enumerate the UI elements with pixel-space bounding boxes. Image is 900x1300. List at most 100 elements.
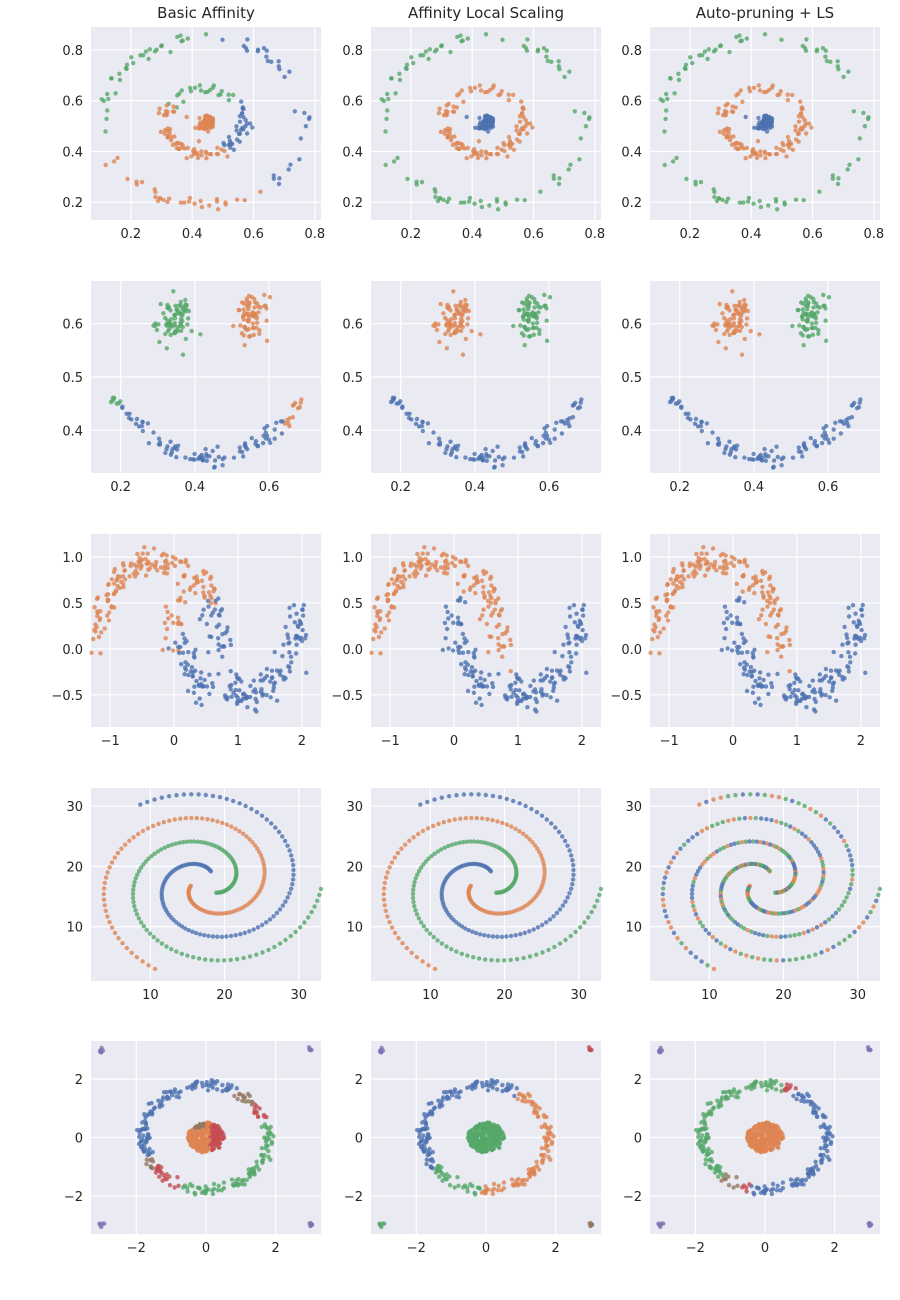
data-point	[202, 933, 207, 938]
data-point	[234, 1086, 239, 1091]
data-point	[814, 301, 819, 306]
data-point	[186, 928, 191, 933]
data-point	[271, 914, 276, 919]
data-point	[494, 1087, 500, 1092]
data-point	[722, 331, 727, 337]
data-point	[158, 129, 164, 134]
panel-r2-c1: 0.2 0.4 0.60.40.50.6	[62, 281, 321, 495]
data-point	[499, 89, 504, 94]
data-point	[860, 602, 865, 608]
data-point	[193, 647, 198, 652]
data-point	[251, 332, 256, 337]
data-point	[760, 584, 765, 590]
data-point	[496, 596, 501, 601]
scatter-points	[97, 1045, 315, 1230]
data-point	[539, 813, 545, 818]
data-point	[131, 887, 136, 892]
data-point	[420, 419, 425, 425]
data-point	[182, 665, 188, 670]
data-point	[122, 568, 128, 573]
data-point	[480, 126, 486, 131]
data-point	[699, 959, 704, 964]
data-point	[129, 950, 134, 955]
data-point	[721, 131, 726, 136]
data-point	[695, 831, 700, 837]
data-point	[307, 115, 312, 120]
data-point	[522, 198, 527, 203]
data-point	[754, 839, 759, 844]
data-point	[542, 1114, 547, 1119]
data-point	[561, 677, 566, 682]
data-point	[200, 613, 205, 618]
data-point	[531, 1171, 537, 1176]
data-point	[445, 126, 451, 131]
data-point	[157, 339, 162, 345]
panel-r1-c2: 0.2 0.4 0.6 0.80.20.40.60.8	[342, 27, 605, 242]
data-point	[257, 849, 262, 855]
data-point	[157, 1104, 162, 1110]
data-point	[699, 428, 704, 434]
data-point	[478, 88, 484, 93]
data-point	[538, 853, 544, 858]
data-point	[165, 565, 170, 571]
data-point	[723, 626, 729, 632]
data-point	[766, 203, 771, 208]
data-point	[521, 317, 526, 322]
data-point	[374, 625, 379, 630]
data-point	[401, 584, 406, 590]
data-point	[386, 618, 392, 623]
data-point	[477, 83, 482, 88]
data-point	[477, 617, 483, 622]
data-point	[462, 640, 467, 646]
data-point	[728, 134, 733, 140]
data-point	[846, 69, 851, 74]
data-point	[828, 668, 834, 673]
data-point	[741, 146, 746, 151]
data-point	[111, 159, 117, 164]
data-point	[849, 882, 854, 887]
data-point	[697, 802, 702, 807]
data-point	[466, 928, 471, 933]
data-point	[444, 626, 450, 632]
data-point	[290, 403, 296, 408]
data-point	[377, 616, 383, 621]
data-point	[220, 632, 225, 637]
data-point	[187, 85, 193, 91]
y-tick-label: 0.0	[342, 643, 363, 658]
data-point	[426, 56, 431, 62]
data-point	[787, 933, 793, 939]
data-point	[255, 301, 260, 306]
data-point	[674, 850, 680, 856]
data-point	[107, 610, 112, 615]
data-point	[140, 828, 146, 834]
data-point	[756, 115, 761, 121]
data-point	[517, 698, 522, 704]
data-point	[530, 321, 536, 326]
data-point	[500, 456, 505, 462]
data-point	[412, 879, 417, 885]
data-point	[566, 635, 571, 641]
data-point	[736, 840, 741, 845]
data-point	[269, 1141, 274, 1147]
data-point	[660, 98, 666, 104]
data-point	[266, 1126, 272, 1132]
data-point	[675, 401, 680, 406]
data-point	[491, 1079, 496, 1084]
data-point	[679, 561, 685, 566]
data-point	[304, 670, 309, 675]
data-point	[470, 669, 476, 675]
data-point	[164, 1177, 169, 1182]
data-point	[195, 1138, 200, 1143]
data-point	[472, 457, 477, 462]
data-point	[836, 907, 842, 912]
data-point	[138, 1139, 144, 1144]
data-point	[522, 442, 527, 448]
data-point	[418, 1139, 424, 1144]
data-point	[431, 823, 436, 829]
data-point	[751, 457, 756, 462]
data-point	[740, 792, 746, 797]
data-point	[168, 332, 173, 338]
data-point	[241, 301, 247, 306]
data-point	[486, 650, 491, 655]
data-point	[751, 451, 756, 457]
